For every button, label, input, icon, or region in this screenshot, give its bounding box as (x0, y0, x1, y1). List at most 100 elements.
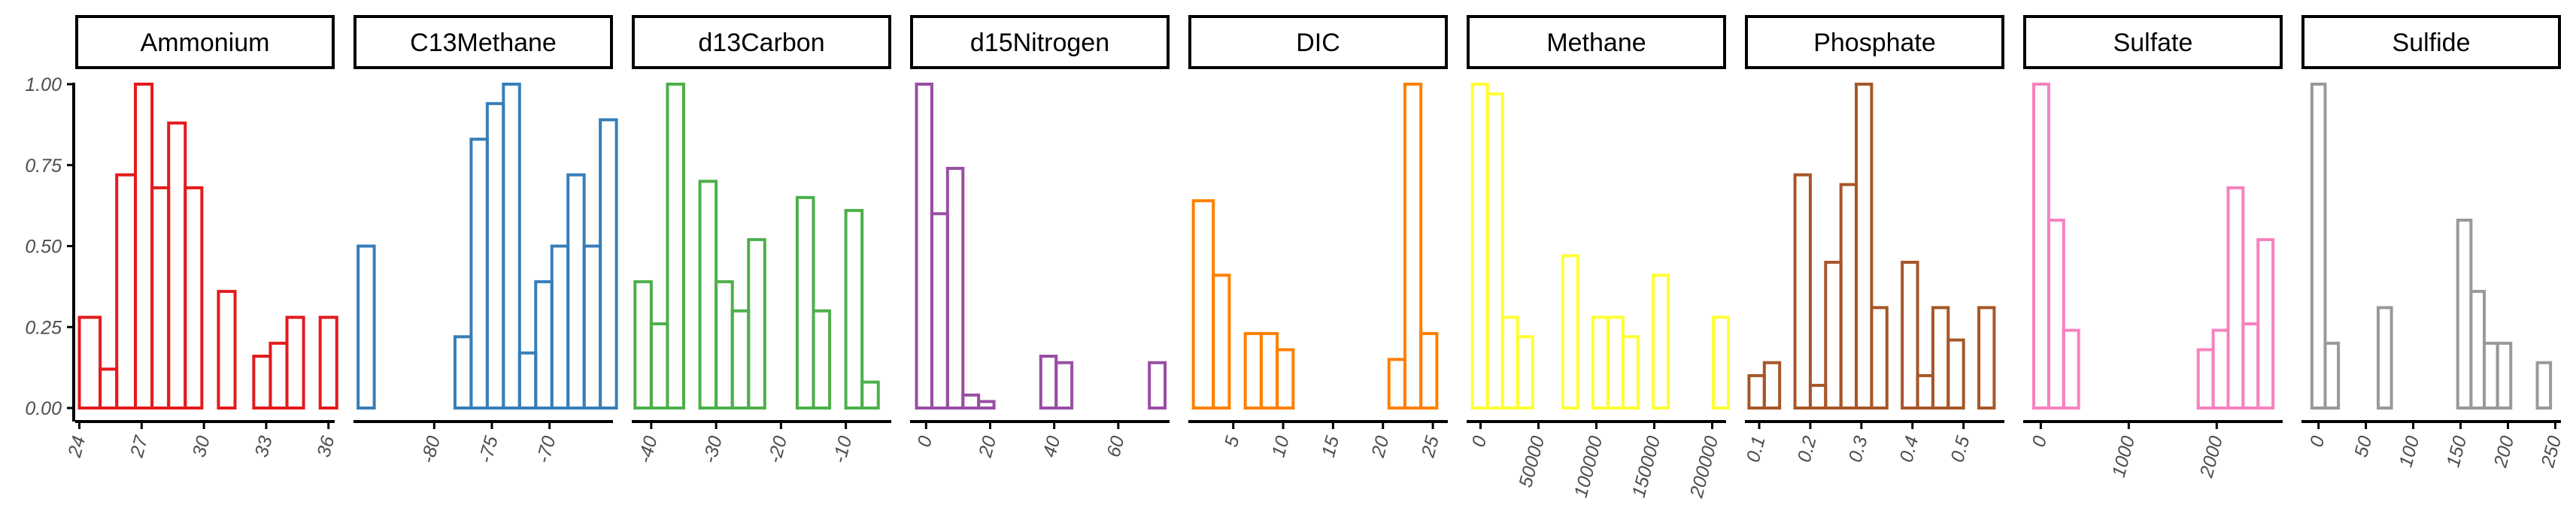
histogram-bar (2196, 348, 2215, 410)
histogram-bar (1621, 335, 1640, 410)
facet-strip-label: Methane (1546, 29, 1646, 57)
histogram-bar (469, 138, 489, 410)
histogram-bar (115, 173, 138, 410)
x-tick-label: -10 (829, 434, 856, 465)
histogram-bar (2310, 83, 2327, 410)
x-tick-label: 250 (2537, 434, 2565, 470)
histogram-bar (134, 83, 154, 410)
x-tick-label: 1000 (2108, 434, 2139, 479)
x-tick-label: 100 (2395, 434, 2424, 470)
histogram-bar (1855, 83, 1874, 410)
x-tick-label: 2000 (2195, 434, 2227, 480)
histogram-bar (184, 186, 204, 410)
facet-strip (1467, 15, 1726, 69)
x-tick-label: 0.4 (1896, 434, 1923, 464)
histogram-bar (649, 322, 669, 410)
x-tick-label: 0.1 (1743, 434, 1770, 464)
y-tick-label: 1.00 (25, 74, 62, 95)
histogram-bar (150, 186, 171, 410)
x-tick-label: 0 (913, 434, 936, 449)
histogram-bar (715, 280, 734, 410)
histogram-bar (269, 341, 289, 410)
histogram-bar (1403, 83, 1423, 410)
facet-strip (2301, 15, 2561, 69)
x-tick-label: 0 (2028, 434, 2052, 449)
histogram-bar (318, 316, 338, 410)
histogram-bar (812, 309, 832, 410)
histogram-bar (2323, 341, 2341, 410)
x-tick-label: 60 (1103, 434, 1128, 459)
histogram-bar (1901, 261, 1919, 410)
x-tick-label: 20 (975, 434, 1001, 460)
x-tick-label: -70 (532, 434, 560, 465)
x-tick-label: 200000 (1685, 434, 1722, 500)
y-tick-label: 0.25 (25, 317, 62, 338)
histogram-bar (945, 167, 965, 410)
histogram-bar (582, 244, 602, 410)
facet-strip (1745, 15, 2004, 69)
panel-d15nitrogen: d15Nitrogen 0 20 40 60 (910, 15, 1170, 460)
histogram-bar (1039, 355, 1058, 410)
x-tick-label: -30 (699, 434, 727, 465)
x-tick-label: 30 (189, 434, 214, 459)
histogram-bar (1243, 331, 1263, 410)
histogram-bar (534, 280, 554, 410)
histogram-bar (1212, 274, 1231, 410)
facet-strip (910, 15, 1170, 69)
histogram-bar (2376, 306, 2393, 410)
x-tick-label: 150 (2442, 434, 2471, 470)
facet-strip-label: Sulfate (2113, 29, 2193, 57)
x-tick-label: -80 (417, 434, 445, 465)
histogram-bar (2535, 361, 2553, 410)
facet-strip-label: d13Carbon (698, 29, 824, 57)
panel-methane: Methane 0 50000 100000 150000 200000 (1467, 15, 1731, 500)
histogram-bar (2211, 328, 2230, 410)
histogram-bar (1839, 183, 1858, 410)
histogram-bar (1712, 316, 1731, 410)
panel-d13carbon: d13Carbon -40 -30 -20 -10 (632, 15, 891, 465)
x-tick-label: 150000 (1628, 434, 1665, 500)
histogram-bar (666, 83, 685, 410)
histogram-bar (844, 209, 864, 410)
histogram-bar (1946, 338, 1965, 410)
histogram-bar (1148, 361, 1167, 410)
facet-strip-label: Phosphate (1813, 29, 1936, 57)
histogram-bar (1191, 199, 1215, 410)
panel-sulfate: Sulfate 0 1000 2000 (2023, 15, 2283, 480)
facet-strip (2023, 15, 2283, 69)
histogram-bar (1259, 331, 1279, 410)
facet-strip (1188, 15, 1448, 69)
histogram-bar (930, 212, 949, 410)
histogram-bar (1977, 306, 1996, 410)
histogram-bar (2062, 328, 2080, 410)
histogram-bar (1387, 358, 1406, 410)
facet-strip-label: Sulfide (2392, 29, 2471, 57)
x-tick-label: 10 (1268, 434, 1294, 459)
histogram-bar (1276, 348, 1295, 410)
x-tick-label: 5 (1221, 434, 1244, 449)
x-tick-label: -20 (764, 434, 791, 465)
histogram-bar (977, 400, 996, 410)
histogram-bar (2032, 83, 2050, 410)
panel-ammonium: Ammonium 24 27 30 33 36 (64, 15, 339, 460)
x-tick-label: 200 (2490, 434, 2518, 470)
x-tick-label: 15 (1318, 434, 1343, 459)
x-tick-label: 24 (64, 434, 90, 460)
facet-strip (75, 15, 335, 69)
x-tick-label: 27 (126, 433, 153, 460)
facet-strip-label: DIC (1296, 29, 1340, 57)
histogram-bar (99, 367, 119, 410)
x-tick-label: 40 (1039, 434, 1064, 459)
histogram-bar (1054, 361, 1074, 410)
facet-strip (632, 15, 891, 69)
x-tick-label: 50000 (1515, 434, 1549, 489)
histogram-bar (599, 118, 618, 410)
histogram-bar (698, 180, 718, 410)
x-tick-label: 33 (250, 434, 276, 459)
x-tick-label: 0.5 (1946, 434, 1974, 464)
histogram-bar (915, 83, 933, 410)
x-tick-label: 0.2 (1794, 434, 1821, 464)
histogram-bar (2469, 289, 2486, 410)
histogram-bar (633, 280, 653, 410)
y-tick-label: 0.50 (25, 237, 62, 258)
